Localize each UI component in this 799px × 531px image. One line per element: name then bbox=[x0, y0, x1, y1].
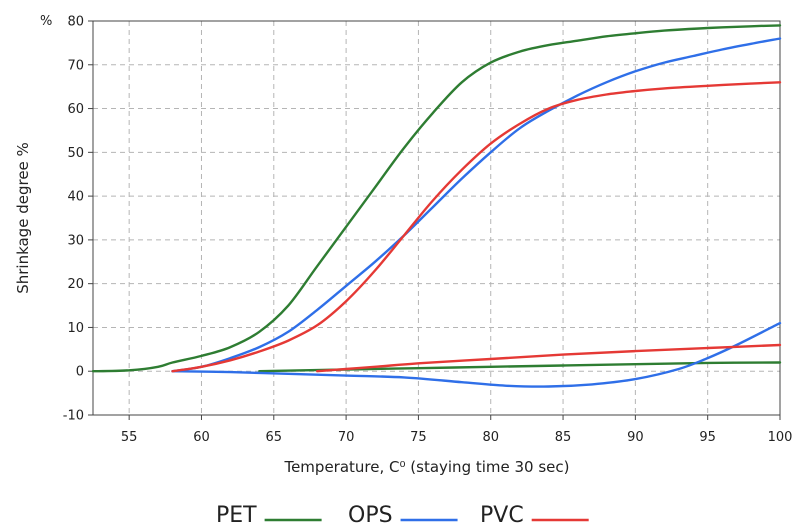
x-tick-label: 65 bbox=[266, 430, 283, 445]
chart-tick-labels: 55 60 65 70 75 80 85 90 95 100 -10 0 10 20 30 40 50 60 70 8… bbox=[63, 15, 793, 446]
y-tick-label: 70 bbox=[67, 58, 84, 73]
y-unit-label: % bbox=[40, 14, 52, 29]
y-axis-title: Shrinkage degree % bbox=[14, 142, 32, 294]
y-tick-label: 10 bbox=[67, 321, 84, 336]
legend-label-pet: PET bbox=[216, 503, 257, 528]
y-tick-label: -10 bbox=[63, 409, 84, 424]
x-axis-title: Temperature, C⁰ (staying time 30 sec) bbox=[283, 458, 569, 476]
x-tick-label: 70 bbox=[338, 430, 355, 445]
y-tick-label: 80 bbox=[67, 15, 84, 30]
x-tick-label: 75 bbox=[410, 430, 427, 445]
chart-grid bbox=[93, 21, 780, 415]
y-tick-label: 50 bbox=[67, 146, 84, 161]
y-tick-label: 60 bbox=[67, 102, 84, 117]
y-tick-label: 20 bbox=[67, 277, 84, 292]
legend-label-pvc: PVC bbox=[480, 503, 524, 528]
x-tick-label: 85 bbox=[555, 430, 572, 445]
series-line-pvc-transverse bbox=[316, 343, 782, 373]
legend-label-ops: OPS bbox=[348, 503, 393, 528]
y-tick-label: 0 bbox=[76, 365, 84, 380]
y-tick-label: 40 bbox=[67, 190, 84, 205]
x-tick-label: 80 bbox=[482, 430, 499, 445]
x-tick-label: 100 bbox=[768, 430, 793, 445]
y-tick-label: 30 bbox=[67, 233, 84, 248]
x-tick-label: 90 bbox=[627, 430, 644, 445]
chart-series bbox=[91, 24, 782, 388]
series-line-pvc-shrinkage bbox=[171, 81, 782, 373]
series-line-ops-transverse bbox=[171, 321, 782, 388]
legend: PET OPS PVC bbox=[216, 503, 589, 528]
plot-frame bbox=[92, 20, 781, 416]
x-tick-label: 95 bbox=[699, 430, 716, 445]
x-tick-label: 55 bbox=[121, 430, 138, 445]
chart-axes bbox=[88, 20, 781, 420]
series-line-ops-shrinkage bbox=[171, 37, 782, 373]
x-tick-label: 60 bbox=[193, 430, 210, 445]
series-line-pet-shrinkage bbox=[91, 24, 782, 373]
